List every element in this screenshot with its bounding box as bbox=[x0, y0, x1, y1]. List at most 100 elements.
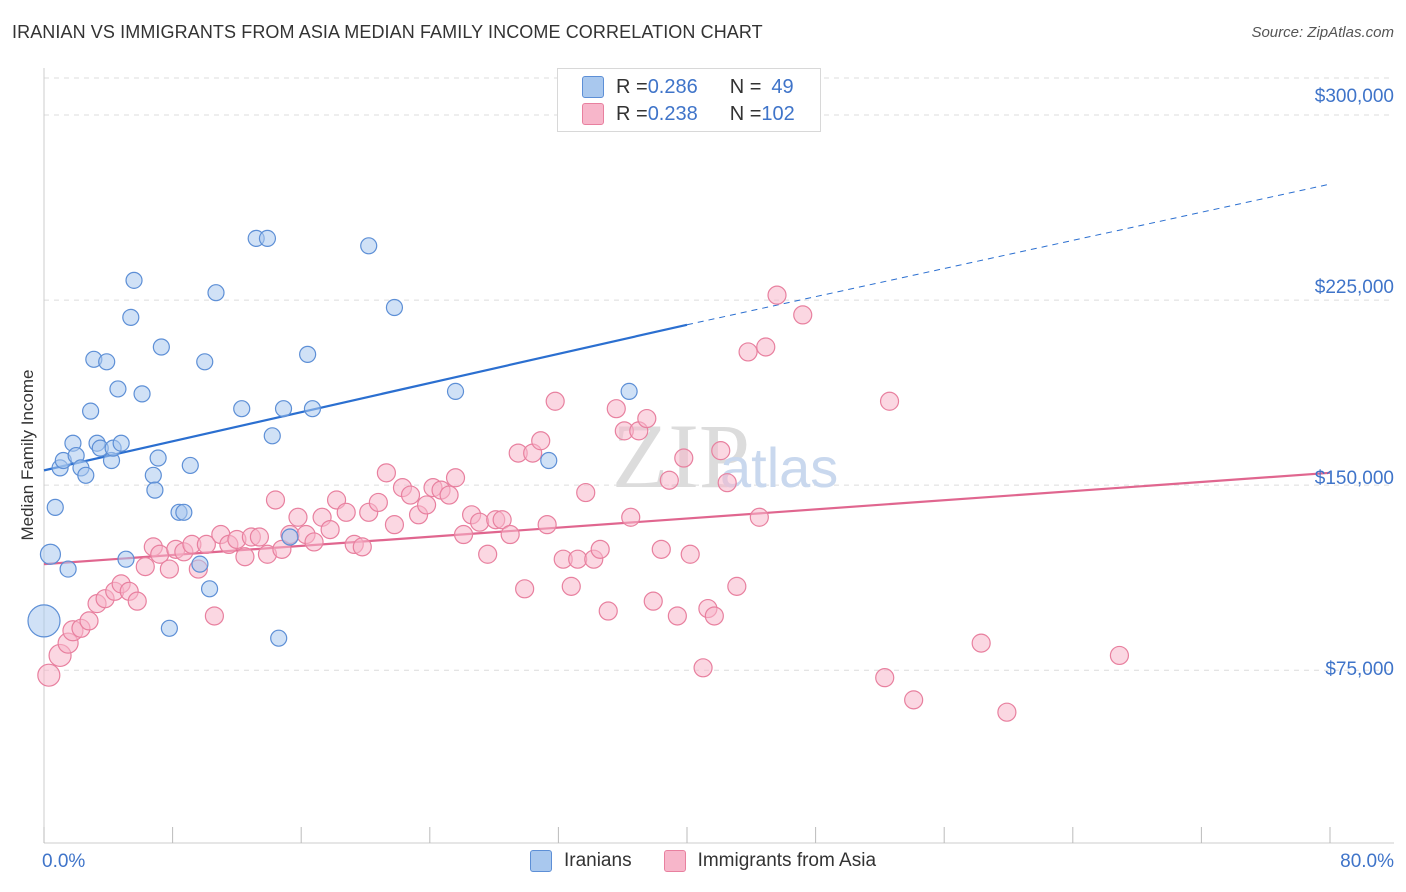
data-point-immigrants bbox=[568, 549, 588, 569]
data-point-iranians bbox=[200, 580, 219, 598]
data-point-iranians bbox=[446, 382, 465, 401]
data-point-iranians bbox=[303, 400, 322, 418]
data-point-iranians bbox=[152, 338, 170, 356]
n-label: N = bbox=[729, 102, 762, 125]
data-point-immigrants bbox=[37, 663, 61, 687]
data-point-immigrants bbox=[674, 448, 694, 468]
data-point-immigrants bbox=[400, 485, 421, 505]
data-point-immigrants bbox=[470, 512, 490, 532]
x-tick-label-max: 80.0% bbox=[1340, 851, 1394, 872]
legend-item-immigrants-from-asia[interactable]: Immigrants from Asia bbox=[663, 850, 877, 872]
data-point-iranians bbox=[175, 503, 193, 521]
data-point-immigrants bbox=[127, 591, 147, 611]
data-point-immigrants bbox=[135, 557, 155, 577]
data-point-immigrants bbox=[336, 502, 356, 522]
r-label: R = bbox=[616, 102, 648, 125]
iranians-swatch bbox=[529, 850, 552, 872]
data-point-iranians bbox=[181, 456, 199, 475]
n-label: N = bbox=[729, 75, 762, 98]
data-point-immigrants bbox=[445, 468, 466, 488]
data-point-immigrants bbox=[249, 527, 270, 547]
data-point-immigrants bbox=[439, 485, 459, 505]
data-point-immigrants bbox=[576, 482, 596, 503]
immigrants-swatch bbox=[582, 103, 604, 125]
data-point-immigrants bbox=[416, 495, 437, 515]
y-tick-label: $225,000 bbox=[1314, 277, 1394, 298]
data-point-iranians bbox=[281, 528, 299, 546]
data-point-iranians bbox=[263, 427, 281, 445]
data-point-iranians bbox=[122, 308, 140, 326]
grid-lines bbox=[44, 77, 1394, 671]
immigrants-swatch bbox=[663, 850, 686, 872]
data-point-immigrants bbox=[1109, 645, 1130, 666]
data-point-iranians bbox=[258, 229, 277, 248]
data-point-iranians bbox=[39, 543, 62, 565]
data-point-iranians bbox=[109, 380, 127, 398]
data-point-immigrants bbox=[643, 591, 663, 611]
data-point-immigrants bbox=[235, 547, 255, 567]
data-point-immigrants bbox=[288, 507, 308, 527]
data-point-iranians bbox=[46, 498, 64, 516]
data-point-iranians bbox=[82, 402, 100, 420]
data-point-immigrants bbox=[606, 399, 626, 419]
r-label: R = bbox=[616, 75, 648, 98]
data-point-iranians bbox=[27, 604, 61, 638]
y-axis-label: Median Family Income bbox=[18, 369, 37, 541]
data-point-immigrants bbox=[515, 579, 535, 599]
series-legend: Iranians Immigrants from Asia bbox=[0, 850, 1406, 872]
data-point-iranians bbox=[144, 466, 162, 484]
data-point-immigrants bbox=[204, 606, 224, 626]
data-point-immigrants bbox=[304, 532, 324, 552]
data-point-iranians bbox=[146, 481, 164, 499]
chart-title: IRANIAN VS IMMIGRANTS FROM ASIA MEDIAN F… bbox=[12, 22, 763, 42]
data-point-immigrants bbox=[368, 492, 388, 513]
data-point-immigrants bbox=[500, 524, 520, 545]
axes bbox=[43, 68, 1394, 844]
n-value: 102 bbox=[761, 102, 795, 125]
data-point-immigrants bbox=[651, 539, 671, 559]
data-point-immigrants bbox=[749, 507, 769, 527]
data-point-immigrants bbox=[265, 490, 286, 510]
data-point-iranians bbox=[540, 451, 558, 470]
data-point-immigrants bbox=[693, 658, 713, 678]
r-value: 0.238 bbox=[647, 102, 698, 125]
data-point-immigrants bbox=[384, 515, 405, 535]
data-point-immigrants bbox=[79, 611, 99, 631]
data-point-immigrants bbox=[159, 559, 179, 579]
data-point-immigrants bbox=[196, 534, 216, 555]
y-tick-label: $150,000 bbox=[1314, 468, 1394, 489]
trend-lines bbox=[43, 183, 1331, 566]
data-point-immigrants bbox=[793, 305, 813, 325]
trend-line-iranians bbox=[43, 323, 688, 472]
data-point-immigrants bbox=[590, 539, 610, 559]
data-point-immigrants bbox=[997, 702, 1017, 722]
data-point-immigrants bbox=[875, 668, 895, 688]
data-point-iranians bbox=[620, 382, 638, 401]
stats-legend-row-immigrants: R = 0.238 N = 102 bbox=[582, 101, 795, 127]
source-label: Source: ZipAtlas.com bbox=[1251, 24, 1394, 41]
data-point-iranians bbox=[196, 353, 214, 371]
watermark-atlas: atlas bbox=[720, 436, 838, 499]
data-point-immigrants bbox=[320, 519, 340, 540]
data-point-iranians bbox=[360, 237, 378, 255]
data-point-immigrants bbox=[680, 544, 700, 564]
data-point-immigrants bbox=[971, 633, 991, 653]
data-point-immigrants bbox=[453, 524, 474, 545]
iranians-swatch bbox=[582, 76, 604, 98]
data-point-iranians bbox=[117, 550, 135, 568]
data-point-immigrants bbox=[545, 391, 565, 411]
trend-line-iranians-projection bbox=[686, 183, 1331, 326]
data-point-iranians bbox=[125, 271, 143, 289]
data-point-iranians bbox=[233, 400, 251, 418]
legend-label: Immigrants from Asia bbox=[697, 850, 877, 871]
data-point-iranians bbox=[299, 345, 317, 363]
x-tick-label-min: 0.0% bbox=[42, 851, 86, 872]
n-value: 49 bbox=[771, 75, 794, 98]
data-point-immigrants bbox=[738, 342, 758, 362]
data-point-immigrants bbox=[767, 285, 787, 305]
data-point-immigrants bbox=[659, 470, 679, 490]
series-iranians bbox=[27, 229, 638, 647]
legend-label: Iranians bbox=[563, 850, 632, 871]
data-point-immigrants bbox=[637, 408, 657, 429]
legend-item-iranians[interactable]: Iranians bbox=[529, 850, 632, 872]
